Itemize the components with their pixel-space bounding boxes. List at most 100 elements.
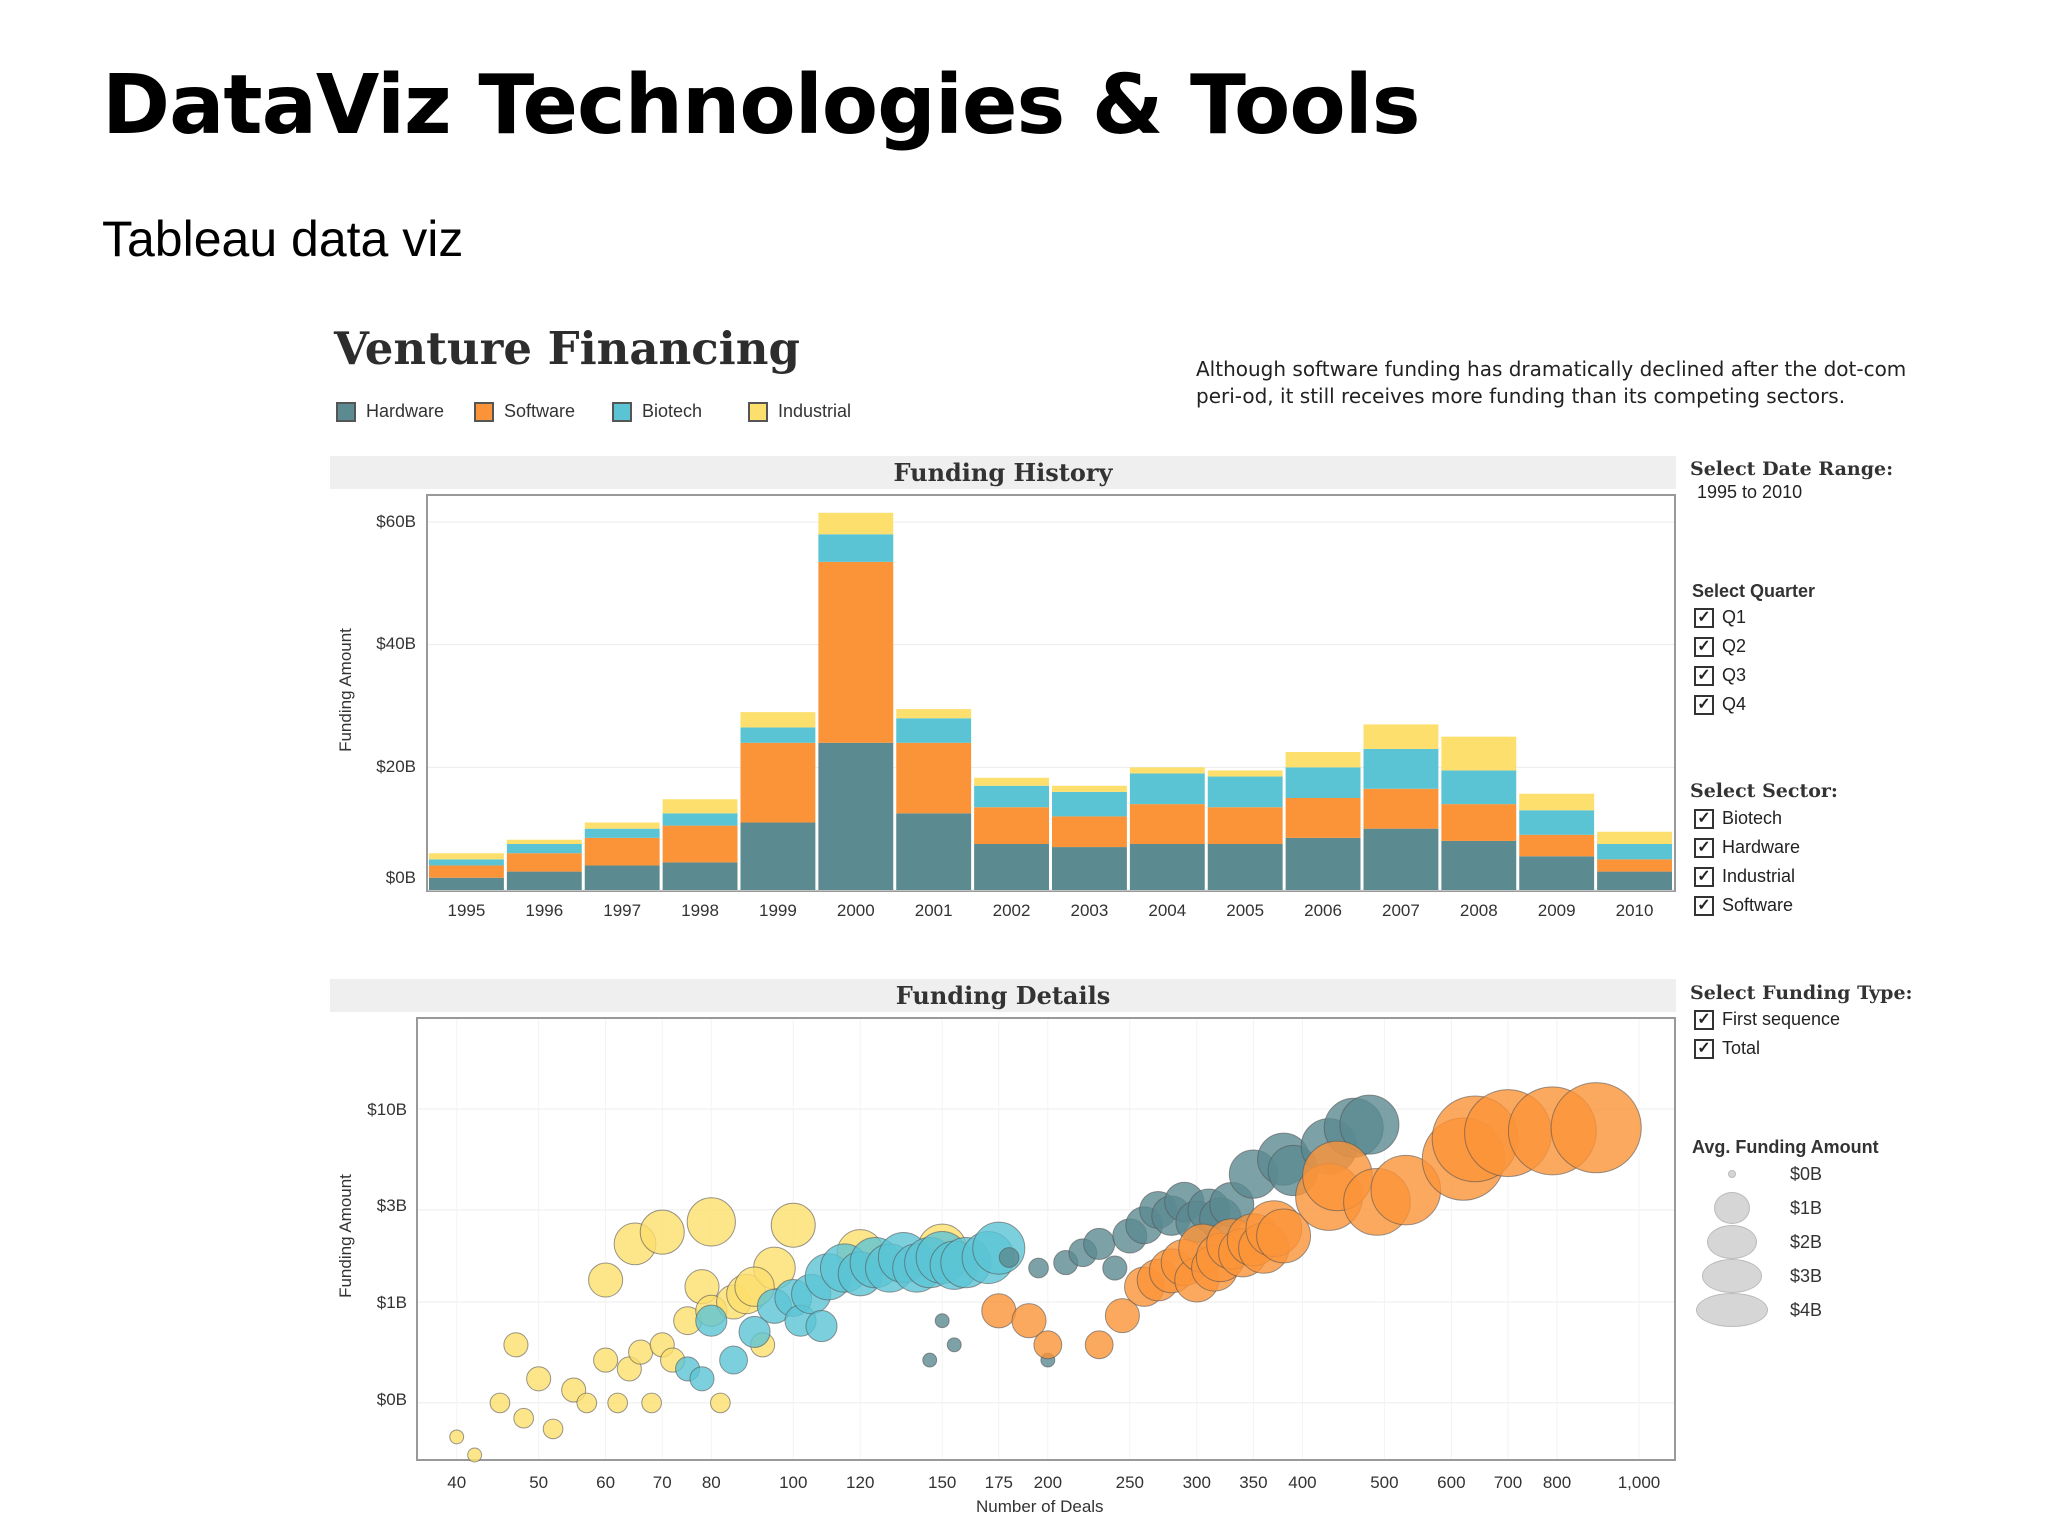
scatter-point-hardware[interactable] — [934, 1313, 950, 1329]
legend-item-hardware[interactable]: Hardware — [336, 401, 444, 422]
bar-segment-hardware[interactable] — [974, 844, 1049, 890]
scatter-point-software[interactable] — [981, 1293, 1017, 1329]
sector-option-industrial[interactable]: ✓ Industrial — [1694, 862, 1800, 891]
date-range-value[interactable]: 1995 to 2010 — [1697, 482, 1803, 502]
bar-segment-software[interactable] — [662, 825, 738, 863]
legend-item-industrial[interactable]: Industrial — [748, 401, 851, 422]
bar-segment-hardware[interactable] — [506, 871, 582, 890]
funding-type-option-total[interactable]: ✓ Total — [1694, 1034, 1840, 1063]
scatter-point-industrial[interactable] — [542, 1418, 564, 1440]
bar-segment-biotech[interactable] — [974, 785, 1049, 808]
scatter-point-biotech[interactable] — [695, 1304, 728, 1337]
bar-segment-biotech[interactable] — [584, 828, 660, 838]
bar-segment-biotech[interactable] — [1207, 776, 1283, 808]
bar-segment-industrial[interactable] — [1363, 724, 1439, 749]
bar-segment-software[interactable] — [1441, 804, 1517, 841]
bar-segment-software[interactable] — [1052, 816, 1127, 848]
scatter-point-industrial[interactable] — [628, 1339, 654, 1365]
scatter-point-hardware[interactable] — [1028, 1257, 1049, 1279]
scatter-point-software[interactable] — [1033, 1330, 1063, 1360]
bar-segment-biotech[interactable] — [506, 844, 582, 854]
bar-segment-software[interactable] — [1129, 804, 1205, 844]
bar-segment-hardware[interactable] — [896, 813, 972, 890]
scatter-point-biotech[interactable] — [738, 1315, 771, 1348]
scatter-point-hardware[interactable] — [998, 1247, 1020, 1268]
bar-segment-industrial[interactable] — [1207, 770, 1283, 777]
bar-segment-industrial[interactable] — [818, 512, 894, 535]
scatter-point-biotech[interactable] — [719, 1345, 748, 1375]
bar-segment-software[interactable] — [1597, 859, 1672, 872]
bar-segment-hardware[interactable] — [662, 862, 738, 890]
bar-segment-hardware[interactable] — [1519, 856, 1595, 890]
bar-segment-hardware[interactable] — [429, 877, 504, 890]
scatter-point-industrial[interactable] — [526, 1366, 552, 1392]
bar-segment-biotech[interactable] — [1441, 770, 1517, 805]
bar-segment-industrial[interactable] — [1441, 736, 1517, 771]
bar-segment-industrial[interactable] — [662, 799, 738, 814]
scatter-point-industrial[interactable] — [641, 1392, 662, 1414]
bar-segment-biotech[interactable] — [818, 534, 894, 562]
checkbox[interactable]: ✓ — [1694, 895, 1714, 916]
bar-segment-software[interactable] — [1519, 834, 1595, 857]
checkbox[interactable]: ✓ — [1694, 636, 1714, 657]
bar-segment-software[interactable] — [974, 807, 1049, 844]
bar-segment-industrial[interactable] — [584, 822, 660, 829]
scatter-point-software[interactable] — [1104, 1298, 1140, 1334]
bar-segment-industrial[interactable] — [1052, 785, 1127, 792]
checkbox[interactable]: ✓ — [1694, 694, 1714, 715]
bar-segment-hardware[interactable] — [818, 742, 894, 890]
quarter-option-q3[interactable]: ✓ Q3 — [1694, 661, 1746, 690]
sector-option-software[interactable]: ✓ Software — [1694, 891, 1800, 920]
scatter-point-industrial[interactable] — [503, 1332, 529, 1358]
scatter-point-industrial[interactable] — [686, 1197, 736, 1247]
scatter-point-industrial[interactable] — [639, 1209, 685, 1255]
bar-segment-software[interactable] — [584, 837, 660, 866]
checkbox[interactable]: ✓ — [1694, 808, 1714, 829]
scatter-point-industrial[interactable] — [449, 1429, 465, 1445]
scatter-point-hardware[interactable] — [1083, 1227, 1116, 1260]
quarter-option-q4[interactable]: ✓ Q4 — [1694, 690, 1746, 719]
scatter-point-software[interactable] — [1550, 1082, 1642, 1174]
bar-segment-hardware[interactable] — [1052, 847, 1127, 890]
scatter-point-industrial[interactable] — [489, 1392, 511, 1414]
scatter-point-industrial[interactable] — [710, 1392, 731, 1414]
scatter-point-hardware[interactable] — [946, 1337, 962, 1353]
bar-segment-software[interactable] — [896, 742, 972, 814]
checkbox[interactable]: ✓ — [1694, 607, 1714, 628]
bar-segment-industrial[interactable] — [740, 712, 816, 728]
bar-segment-biotech[interactable] — [1597, 844, 1672, 860]
scatter-point-hardware[interactable] — [1102, 1255, 1128, 1281]
scatter-point-industrial[interactable] — [770, 1202, 816, 1248]
bar-segment-biotech[interactable] — [740, 727, 816, 743]
bar-segment-industrial[interactable] — [1519, 793, 1595, 811]
quarter-option-q2[interactable]: ✓ Q2 — [1694, 632, 1746, 661]
bar-segment-software[interactable] — [1363, 788, 1439, 829]
bar-segment-hardware[interactable] — [584, 865, 660, 890]
bar-segment-industrial[interactable] — [1285, 752, 1361, 768]
checkbox[interactable]: ✓ — [1694, 1038, 1714, 1059]
scatter-point-software[interactable] — [1256, 1208, 1312, 1264]
sector-option-hardware[interactable]: ✓ Hardware — [1694, 833, 1800, 862]
bar-segment-hardware[interactable] — [1441, 840, 1517, 890]
bar-segment-hardware[interactable] — [740, 822, 816, 890]
bar-segment-hardware[interactable] — [1363, 828, 1439, 890]
scatter-point-industrial[interactable] — [607, 1392, 629, 1414]
bar-segment-software[interactable] — [818, 561, 894, 743]
bar-segment-biotech[interactable] — [1519, 810, 1595, 835]
bar-segment-software[interactable] — [506, 853, 582, 872]
bar-segment-software[interactable] — [740, 742, 816, 823]
legend-item-software[interactable]: Software — [474, 401, 575, 422]
bar-segment-biotech[interactable] — [1285, 767, 1361, 798]
bar-segment-software[interactable] — [1207, 807, 1283, 844]
checkbox[interactable]: ✓ — [1694, 866, 1714, 887]
scatter-point-biotech[interactable] — [972, 1221, 1026, 1275]
checkbox[interactable]: ✓ — [1694, 665, 1714, 686]
scatter-point-biotech[interactable] — [689, 1366, 715, 1392]
bar-segment-biotech[interactable] — [662, 813, 738, 826]
bar-segment-hardware[interactable] — [1129, 844, 1205, 890]
bar-segment-industrial[interactable] — [974, 777, 1049, 786]
checkbox[interactable]: ✓ — [1694, 837, 1714, 858]
bar-segment-biotech[interactable] — [1363, 748, 1439, 789]
scatter-point-industrial[interactable] — [588, 1262, 624, 1298]
bar-segment-software[interactable] — [429, 865, 504, 878]
